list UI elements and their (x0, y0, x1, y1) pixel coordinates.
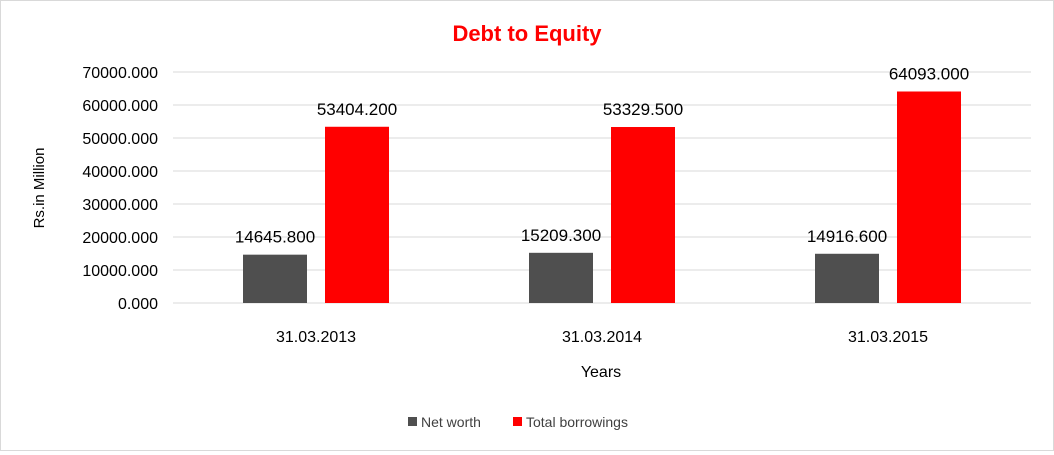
data-label-total-borrowings: 53329.500 (603, 100, 683, 119)
y-tick-label: 60000.000 (82, 98, 158, 115)
y-tick-label: 0.000 (118, 296, 158, 313)
legend: Net worth Total borrowings (408, 414, 628, 430)
y-tick-label: 10000.000 (82, 263, 158, 280)
x-tick-label: 31.03.2013 (276, 329, 356, 346)
y-tick-label: 30000.000 (82, 197, 158, 214)
y-tick-label: 50000.000 (82, 131, 158, 148)
legend-label-net-worth: Net worth (421, 414, 481, 430)
legend-swatch-net-worth (408, 417, 417, 426)
x-tick-labels: 31.03.2013 31.03.2014 31.03.2015 (276, 329, 928, 346)
x-tick-label: 31.03.2014 (562, 329, 642, 346)
bars (243, 91, 961, 303)
gridlines (173, 71, 1031, 304)
chart-title: Debt to Equity (452, 21, 602, 46)
legend-label-total-borrowings: Total borrowings (526, 414, 628, 430)
data-labels: 14645.800 53404.200 15209.300 53329.500 1491… (235, 64, 969, 246)
bar-net-worth (243, 254, 307, 303)
x-axis-label: Years (581, 364, 621, 381)
y-tick-label: 40000.000 (82, 164, 158, 181)
data-label-net-worth: 14645.800 (235, 228, 315, 247)
bar-total-borrowings (325, 126, 389, 303)
data-label-total-borrowings: 64093.000 (889, 64, 969, 83)
bar-net-worth (529, 252, 593, 303)
y-tick-label: 20000.000 (82, 230, 158, 247)
bar-total-borrowings (897, 91, 961, 303)
bar-net-worth (815, 253, 879, 303)
y-tick-labels: 0.000 10000.000 20000.000 30000.000 40000.00… (82, 65, 158, 313)
bar-total-borrowings (611, 127, 675, 303)
x-tick-label: 31.03.2015 (848, 329, 928, 346)
y-tick-label: 70000.000 (82, 65, 158, 82)
y-axis-label: Rs.in Million (31, 148, 48, 229)
data-label-net-worth: 14916.600 (807, 227, 887, 246)
data-label-total-borrowings: 53404.200 (317, 100, 397, 119)
legend-swatch-total-borrowings (513, 417, 522, 426)
data-label-net-worth: 15209.300 (521, 226, 601, 245)
